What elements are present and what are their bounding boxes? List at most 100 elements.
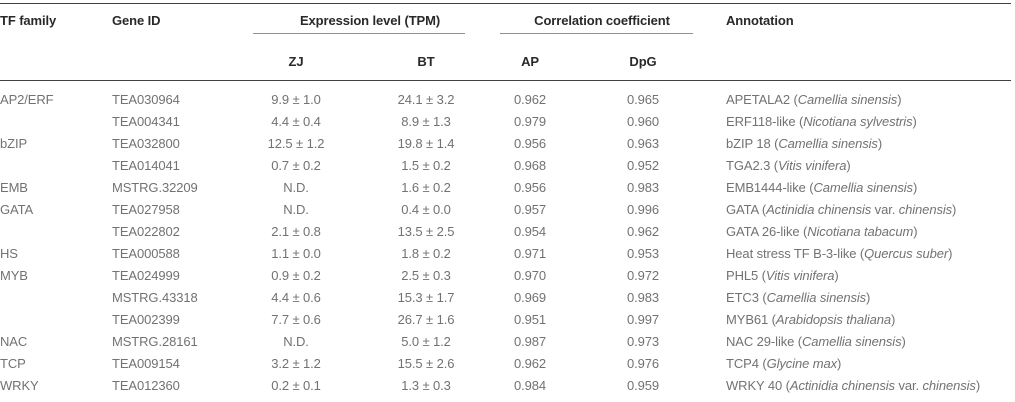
table-row: GATA TEA027958 N.D. 0.4 ± 0.0 0.957 0.996 GATA… — [0, 199, 1011, 221]
table-row: AP2/ERF TEA030964 9.9 ± 1.0 24.1 ± 3.2 0.962… — [0, 81, 1011, 112]
gene-id-cell: TEA004341 — [112, 114, 180, 129]
table-row: TEA022802 2.1 ± 0.8 13.5 ± 2.5 0.954 0.962 GA… — [0, 221, 1011, 243]
gene-id-cell: TEA009154 — [112, 356, 180, 371]
dpg-value-cell: 0.973 — [626, 334, 660, 349]
ap-value-cell: 0.957 — [513, 202, 547, 217]
bt-value-cell: 15.5 ± 2.6 — [397, 356, 455, 371]
bt-value-cell: 15.3 ± 1.7 — [397, 290, 455, 305]
zj-value-cell: N.D. — [283, 202, 309, 217]
zj-value-cell: 0.9 ± 0.2 — [271, 268, 321, 283]
dpg-value-cell: 0.997 — [626, 312, 660, 327]
ap-value-cell: 0.962 — [513, 356, 547, 371]
table-row: TCP TEA009154 3.2 ± 1.2 15.5 ± 2.6 0.962 0.97… — [0, 353, 1011, 375]
zj-value-cell: 1.1 ± 0.0 — [271, 246, 321, 261]
annotation-cell: GATA 26-like (Nicotiana tabacum) — [726, 224, 918, 239]
dpg-value-cell: 0.962 — [626, 224, 660, 239]
zj-value-cell: 4.4 ± 0.6 — [271, 290, 321, 305]
group-header-row: TF family Gene ID Expression level (TPM)… — [0, 3, 1012, 81]
bt-value-cell: 24.1 ± 3.2 — [397, 92, 455, 107]
annotation-cell: GATA (Actinidia chinensis var. chinensis… — [726, 202, 957, 217]
correlation-group-label: Correlation coefficient — [534, 13, 670, 28]
tf-family-cell: HS — [0, 246, 18, 261]
tf-family-cell: MYB — [0, 268, 28, 283]
ap-value-cell: 0.970 — [513, 268, 547, 283]
bt-value-cell: 13.5 ± 2.5 — [397, 224, 455, 239]
correlation-group-rule — [500, 33, 694, 34]
table-row: TEA014041 0.7 ± 0.2 1.5 ± 0.2 0.968 0.952 TGA… — [0, 155, 1011, 177]
tf-family-cell: GATA — [0, 202, 34, 217]
dpg-value-cell: 0.965 — [626, 92, 660, 107]
zj-value-cell: 0.7 ± 0.2 — [271, 158, 321, 173]
col-header-tf-family: TF family — [0, 3, 112, 81]
table-row: MYB TEA024999 0.9 ± 0.2 2.5 ± 0.3 0.970 0.972… — [0, 265, 1011, 287]
dpg-value-cell: 0.963 — [626, 136, 660, 151]
col-header-ap: AP — [500, 34, 560, 81]
table-row: TEA002399 7.7 ± 0.6 26.7 ± 1.6 0.951 0.997 MY… — [0, 309, 1011, 331]
table-row: WRKY TEA012360 0.2 ± 0.1 1.3 ± 0.3 0.984 0.95… — [0, 375, 1011, 402]
zj-value-cell: 12.5 ± 1.2 — [267, 136, 325, 151]
annotation-cell: TGA2.3 (Vitis vinifera) — [726, 158, 851, 173]
bt-value-cell: 8.9 ± 1.3 — [401, 114, 451, 129]
zj-value-cell: 2.1 ± 0.8 — [271, 224, 321, 239]
ap-value-cell: 0.984 — [513, 378, 547, 393]
bt-value-cell: 1.6 ± 0.2 — [401, 180, 451, 195]
gene-id-cell: TEA002399 — [112, 312, 180, 327]
zj-value-cell: N.D. — [283, 334, 309, 349]
subheader-row: ZJ BT AP DpG — [0, 34, 1011, 81]
tf-family-cell — [0, 221, 112, 243]
tf-family-cell — [0, 309, 112, 331]
ap-value-cell: 0.962 — [513, 92, 547, 107]
zj-value-cell: 0.2 ± 0.1 — [271, 378, 321, 393]
table-row: EMB MSTRG.32209 N.D. 1.6 ± 0.2 0.956 0.983 EMB… — [0, 177, 1011, 199]
col-header-dpg: DpG — [560, 34, 727, 81]
bt-value-cell: 2.5 ± 0.3 — [401, 268, 451, 283]
tf-family-cell: AP2/ERF — [0, 92, 54, 107]
annotation-cell: MYB61 (Arabidopsis thaliana) — [726, 312, 896, 327]
table-row: MSTRG.43318 4.4 ± 0.6 15.3 ± 1.7 0.969 0.983… — [0, 287, 1011, 309]
ap-value-cell: 0.987 — [513, 334, 547, 349]
tf-family-cell: NAC — [0, 334, 28, 349]
gene-id-cell: TEA030964 — [112, 92, 180, 107]
bt-value-cell: 1.3 ± 0.3 — [401, 378, 451, 393]
gene-id-cell: MSTRG.32209 — [112, 180, 198, 195]
col-group-correlation-coefficient: Correlation coefficient — [500, 4, 726, 34]
zj-value-cell: 3.2 ± 1.2 — [271, 356, 321, 371]
ap-value-cell: 0.971 — [513, 246, 547, 261]
tf-family-cell — [0, 155, 112, 177]
annotation-cell: ETC3 (Camellia sinensis) — [726, 290, 871, 305]
tf-family-cell — [0, 111, 112, 133]
ap-value-cell: 0.968 — [513, 158, 547, 173]
gene-id-cell: TEA000588 — [112, 246, 180, 261]
expression-group-rule — [253, 33, 465, 34]
bt-value-cell: 0.4 ± 0.0 — [401, 202, 451, 217]
dpg-value-cell: 0.983 — [626, 180, 660, 195]
table-row: TEA004341 4.4 ± 0.4 8.9 ± 1.3 0.979 0.960 ERF… — [0, 111, 1011, 133]
annotation-cell: Heat stress TF B-3-like (Quercus suber) — [726, 246, 953, 261]
gene-id-cell: TEA032800 — [112, 136, 180, 151]
dpg-value-cell: 0.972 — [626, 268, 660, 283]
gene-id-cell: TEA012360 — [112, 378, 180, 393]
gene-id-cell: TEA014041 — [112, 158, 180, 173]
gene-id-cell: TEA022802 — [112, 224, 180, 239]
annotation-cell: ERF118-like (Nicotiana sylvestris) — [726, 114, 917, 129]
annotation-cell: WRKY 40 (Actinidia chinensis var. chinen… — [726, 378, 981, 393]
bt-value-cell: 5.0 ± 1.2 — [401, 334, 451, 349]
table-row: HS TEA000588 1.1 ± 0.0 1.8 ± 0.2 0.971 0.953 H… — [0, 243, 1011, 265]
tf-family-cell: bZIP — [0, 136, 28, 151]
table-body: AP2/ERF TEA030964 9.9 ± 1.0 24.1 ± 3.2 0.962… — [0, 81, 1011, 402]
annotation-cell: bZIP 18 (Camellia sinensis) — [726, 136, 883, 151]
dpg-value-cell: 0.996 — [626, 202, 660, 217]
zj-value-cell: 4.4 ± 0.4 — [271, 114, 321, 129]
col-group-expression-level: Expression level (TPM) — [240, 4, 500, 34]
annotation-cell: EMB1444-like (Camellia sinensis) — [726, 180, 918, 195]
table-row: NAC MSTRG.28161 N.D. 5.0 ± 1.2 0.987 0.973 NAC… — [0, 331, 1011, 353]
dpg-value-cell: 0.952 — [626, 158, 660, 173]
ap-value-cell: 0.969 — [513, 290, 547, 305]
tf-family-cell: WRKY — [0, 378, 39, 393]
ap-value-cell: 0.956 — [513, 136, 547, 151]
tf-family-cell — [0, 287, 112, 309]
dpg-value-cell: 0.959 — [626, 378, 660, 393]
ap-value-cell: 0.954 — [513, 224, 547, 239]
ap-value-cell: 0.951 — [513, 312, 547, 327]
table-header: TF family Gene ID Expression level (TPM)… — [0, 3, 1012, 81]
